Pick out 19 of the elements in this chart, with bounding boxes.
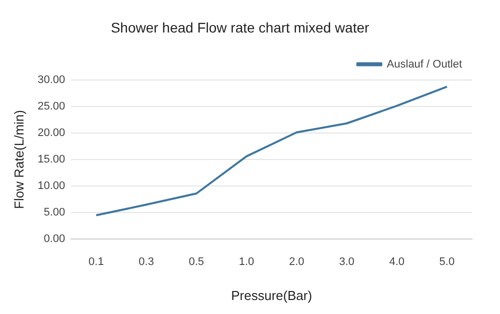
x-tick-label: 0.5 — [188, 256, 204, 268]
x-tick-label: 3.0 — [339, 256, 354, 268]
y-tick-label: 30.00 — [38, 74, 66, 86]
chart-title: Shower head Flow rate chart mixed water — [110, 19, 370, 36]
x-tick-label: 5.0 — [439, 256, 455, 268]
x-tick-label: 0.1 — [88, 256, 104, 268]
y-tick-label: 10.00 — [38, 180, 66, 192]
x-tick-label: 1.0 — [238, 256, 254, 268]
x-axis-title: Pressure(Bar) — [231, 288, 312, 303]
y-tick-label: 0.00 — [44, 233, 66, 246]
x-tick-label: 2.0 — [288, 256, 304, 268]
y-tick-label: 20.00 — [38, 126, 66, 139]
legend-label: Auslauf / Outlet — [386, 58, 462, 70]
x-tick-label: 4.0 — [389, 256, 404, 268]
x-tick-label: 0.3 — [138, 256, 154, 268]
y-axis-title: Flow Rate(L/min) — [11, 110, 26, 209]
y-tick-label: 25.00 — [38, 100, 66, 112]
y-tick-label: 5.00 — [44, 206, 66, 219]
y-tick-label: 15.00 — [38, 154, 66, 166]
